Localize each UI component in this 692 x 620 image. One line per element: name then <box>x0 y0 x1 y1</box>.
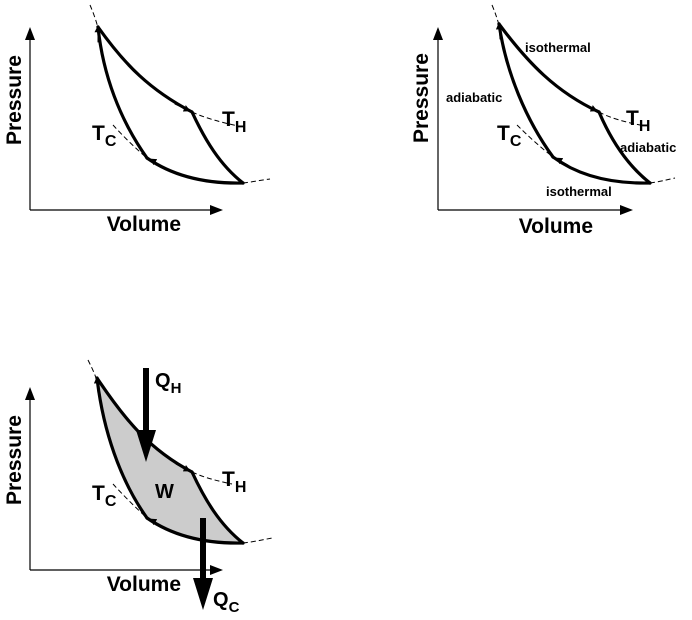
isothermal-expansion <box>497 22 601 114</box>
process-label-left: adiabatic <box>446 90 502 105</box>
arrow-right-icon <box>581 103 598 112</box>
process-label-top: isothermal <box>525 40 591 55</box>
cold-temperature-label: TC <box>497 122 522 150</box>
hot-temperature-label: TH <box>222 108 246 136</box>
hot-isotherm-extension-top <box>87 359 97 379</box>
x-axis-arrow-icon <box>210 565 223 575</box>
cold-isotherm-extension-right <box>649 177 676 184</box>
hot-isotherm-extension-top <box>89 4 99 29</box>
process-label-bottom: isothermal <box>546 184 612 199</box>
arrow-up-icon <box>93 376 101 394</box>
hot-temperature-label: TH <box>222 468 246 496</box>
heat-out-label: QC <box>213 589 240 616</box>
arrow-right-icon <box>175 463 191 472</box>
panel-3: Volume Pressure TH TC W QH QC <box>3 359 273 616</box>
arrow-left-icon <box>555 157 569 166</box>
x-axis-label: Volume <box>107 213 181 236</box>
arrow-left-icon <box>149 158 163 167</box>
adiabatic-expansion <box>190 470 245 545</box>
cold-isotherm-extension-right <box>242 178 271 184</box>
heat-in-arrow-icon <box>136 430 156 462</box>
y-axis-label: Pressure <box>3 415 26 505</box>
adiabatic-compression <box>96 25 149 160</box>
x-axis-arrow-icon <box>210 205 223 215</box>
adiabatic-expansion <box>190 110 245 185</box>
arrow-left-icon <box>149 518 163 527</box>
hot-isotherm-extension <box>191 111 239 127</box>
arrow-up-icon <box>495 22 503 40</box>
panel-2: Volume Pressure TH TC isothermal adiabat… <box>410 4 676 238</box>
isothermal-expansion <box>96 25 194 114</box>
hot-temperature-label: TH <box>626 107 650 135</box>
adiabatic-compression <box>95 376 149 520</box>
y-axis-label: Pressure <box>410 53 433 143</box>
hot-isotherm-extension <box>191 471 233 485</box>
x-axis-arrow-icon <box>620 205 633 215</box>
x-axis-label: Volume <box>519 215 593 238</box>
x-axis-label: Volume <box>107 573 181 596</box>
cold-temperature-label: TC <box>92 122 117 150</box>
process-label-right: adiabatic <box>620 140 676 155</box>
y-axis-arrow-icon <box>433 27 443 40</box>
heat-out-arrow-icon <box>193 578 213 610</box>
heat-in-label: QH <box>155 370 181 397</box>
y-axis-arrow-icon <box>25 27 35 40</box>
y-axis-label: Pressure <box>3 55 26 145</box>
hot-isotherm-extension-top <box>491 4 500 26</box>
panel-1: Volume Pressure TH TC <box>3 4 271 236</box>
cold-isotherm-extension-right <box>242 537 273 544</box>
work-label: W <box>155 481 174 503</box>
adiabatic-compression <box>497 22 555 159</box>
adiabatic-expansion <box>597 110 652 185</box>
arrow-right-icon <box>174 103 191 112</box>
hot-isotherm-extension <box>598 111 641 126</box>
y-axis-arrow-icon <box>25 387 35 400</box>
cold-temperature-label: TC <box>92 482 117 510</box>
